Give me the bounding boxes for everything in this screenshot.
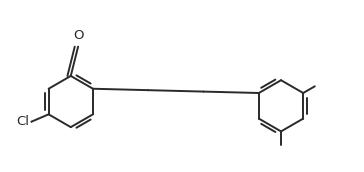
- Text: Cl: Cl: [16, 115, 29, 128]
- Text: O: O: [73, 29, 83, 42]
